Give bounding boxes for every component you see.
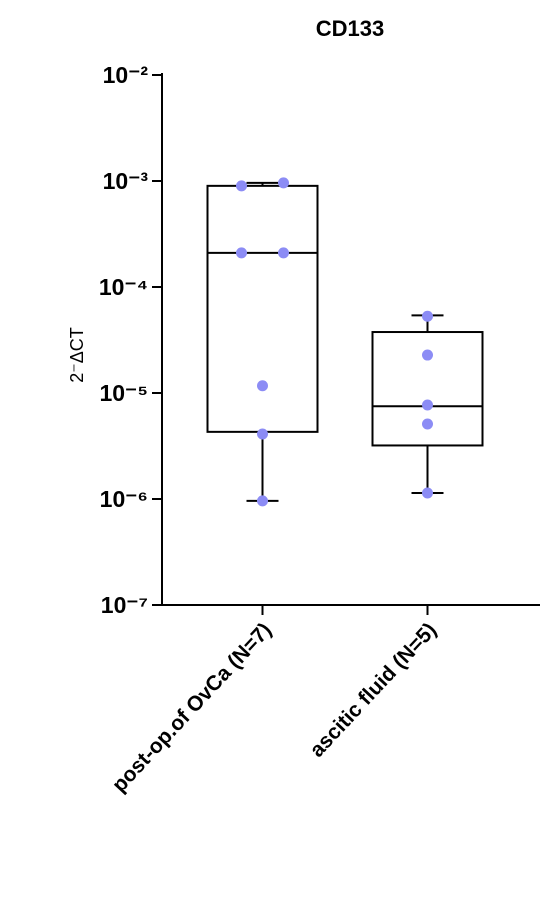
data-point [422, 399, 433, 411]
data-point [257, 428, 268, 440]
y-axis-label: 2⁻ΔCT [67, 327, 87, 383]
y-tick-label: 10⁻² [103, 62, 149, 88]
y-tick-label: 10⁻⁶ [100, 486, 148, 512]
box [206, 184, 319, 433]
data-point [278, 247, 289, 259]
data-point [278, 177, 289, 189]
data-point [422, 349, 433, 361]
y-tick-label: 10⁻⁷ [101, 592, 148, 618]
data-point [257, 495, 268, 507]
data-point [422, 487, 433, 499]
chart-title: CD133 [316, 16, 384, 41]
x-tick-label: post-op.of OvCa (N=7) [108, 619, 276, 797]
data-point [236, 247, 247, 259]
data-point [422, 310, 433, 322]
y-tick-label: 10⁻³ [103, 168, 149, 194]
y-tick-label: 10⁻⁴ [99, 274, 148, 300]
x-tick-label: ascitic fluid (N=5) [305, 619, 441, 762]
y-tick-label: 10⁻⁵ [99, 380, 148, 406]
data-point [236, 180, 247, 192]
data-point [422, 418, 433, 430]
data-point [257, 380, 268, 392]
box [371, 331, 484, 447]
